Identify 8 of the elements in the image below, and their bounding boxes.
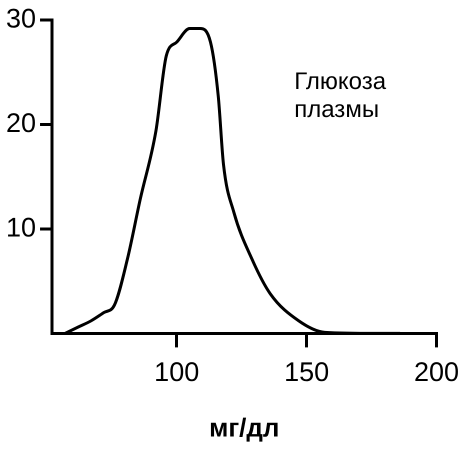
y-tick-label: 10 bbox=[6, 212, 36, 242]
x-tick-label: 200 bbox=[414, 357, 460, 388]
x-axis-title: мг/дл bbox=[209, 412, 280, 443]
x-tick-label: 100 bbox=[154, 357, 200, 388]
annotation: Глюкоза плазмы bbox=[294, 68, 387, 123]
y-tick-label: 20 bbox=[6, 108, 36, 138]
x-tick-label: 150 bbox=[284, 357, 330, 388]
y-tick-label: 30 bbox=[6, 4, 36, 34]
